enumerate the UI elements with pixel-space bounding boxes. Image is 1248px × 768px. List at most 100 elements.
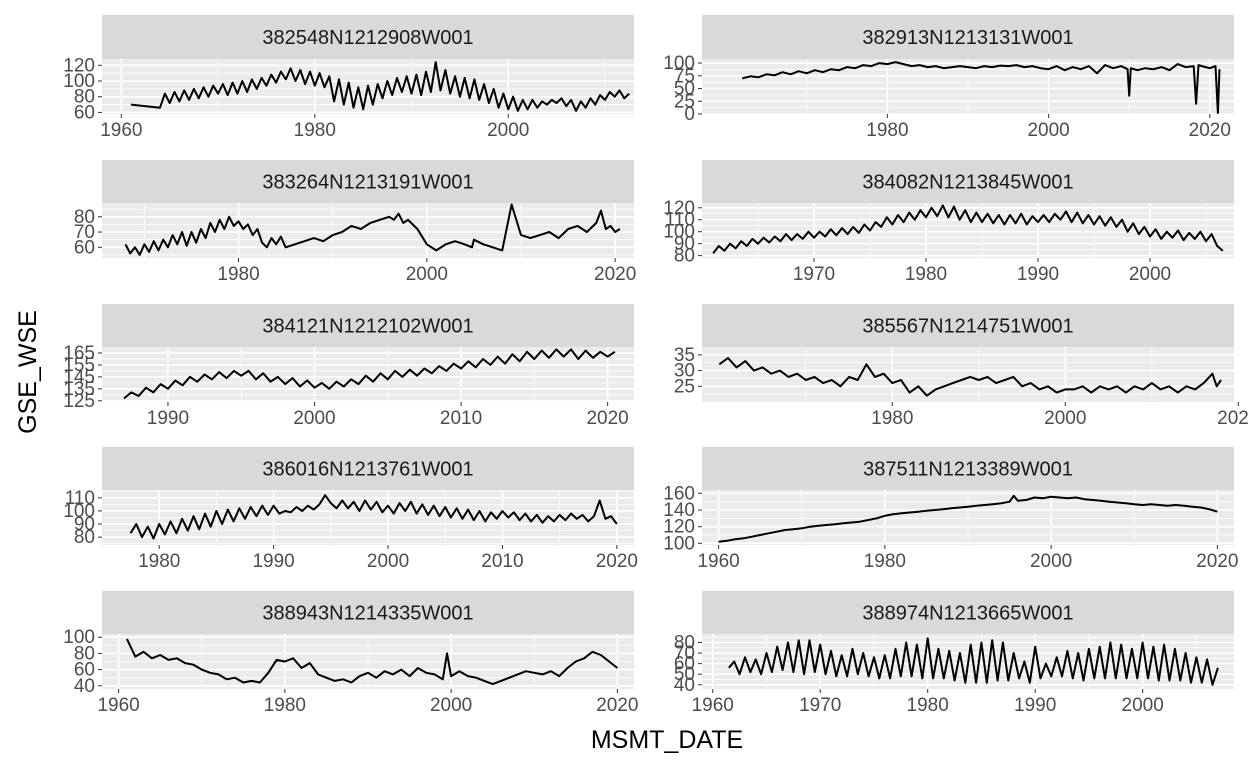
series-line	[123, 348, 616, 400]
y-tick-label: 80	[74, 87, 95, 108]
panel-background	[102, 203, 634, 258]
x-tick-label: 2000	[367, 551, 409, 572]
x-tick-label: 2020	[596, 695, 638, 716]
facet-strip	[102, 591, 634, 634]
x-tick-label: 1990	[252, 551, 294, 572]
y-tick-label: 50	[674, 79, 695, 100]
series-line	[718, 357, 1222, 397]
x-tick-label: 2000	[430, 695, 472, 716]
facet-panel: 386016N1213761W001 1980 1990 2000 2010 2020 80…	[63, 447, 638, 572]
y-tick-label: 160	[663, 483, 695, 504]
y-tick-label: 30	[674, 361, 695, 382]
y-tick-label: 40	[74, 676, 95, 697]
x-tick-label: 1980	[864, 551, 906, 572]
x-tick-label: 1980	[871, 408, 913, 429]
facet-strip-label: 387511N1213389W001	[863, 459, 1073, 481]
facet-strip-label: 382548N1212908W001	[262, 27, 473, 49]
x-tick-label: 1990	[1017, 264, 1059, 285]
x-tick-label: 2000	[1129, 264, 1171, 285]
x-tick-label: 2000	[293, 408, 335, 429]
facet-panel: 388943N1214335W001 1960 1980 2000 2020 406080…	[63, 591, 639, 716]
x-tick-label: 1960	[97, 695, 139, 716]
y-tick-label: 100	[63, 71, 95, 92]
y-tick-label: 40	[674, 675, 695, 696]
x-tick-label: 2010	[440, 408, 482, 429]
y-tick-label: 70	[74, 222, 95, 243]
x-tick-label: 1960	[100, 120, 142, 141]
x-tick-label: 2020	[1189, 120, 1231, 141]
facet-strip-label: 384082N1213845W001	[862, 172, 1073, 194]
facet-strip-label: 384121N1212102W001	[262, 316, 473, 338]
series-line	[712, 204, 1224, 254]
panel-background	[702, 347, 1234, 402]
y-tick-label: 60	[74, 237, 95, 258]
x-tick-label: 2020	[596, 551, 638, 572]
x-tick-label: 1990	[147, 408, 189, 429]
y-tick-label: 60	[74, 102, 95, 123]
y-tick-label: 0	[684, 104, 695, 125]
y-tick-label: 110	[665, 210, 695, 231]
x-tick-label: 2020	[586, 408, 628, 429]
x-tick-label: 1970	[793, 264, 835, 285]
y-tick-label: 100	[63, 627, 95, 648]
y-tick-label: 100	[663, 53, 695, 74]
x-tick-label: 2000	[487, 120, 529, 141]
y-tick-label: 110	[65, 488, 95, 509]
y-tick-label: 35	[674, 345, 695, 366]
series-line	[728, 637, 1219, 686]
facet-strip	[702, 447, 1234, 490]
y-tick-label: 70	[674, 643, 695, 664]
x-tick-label: 1980	[217, 264, 259, 285]
y-tick-label: 155	[63, 355, 95, 376]
y-tick-label: 100	[663, 222, 695, 243]
x-tick-label: 2000	[1044, 408, 1086, 429]
y-tick-label: 90	[674, 234, 695, 255]
y-tick-label: 120	[63, 55, 95, 76]
x-tick-label: 1980	[905, 264, 947, 285]
x-tick-label: 2000	[1122, 695, 1164, 716]
x-tick-label: 2020	[594, 264, 636, 285]
series-line	[130, 61, 630, 112]
y-tick-label: 100	[663, 533, 695, 554]
facet-panel: 384121N1212102W001 1990 2000 2010 2020 125135…	[63, 304, 634, 429]
y-tick-label: 25	[674, 376, 695, 397]
x-tick-label: 1980	[907, 695, 949, 716]
panel-background	[702, 203, 1234, 258]
facet-panel: 388974N1213665W001 1960 1970 1980 1990 2000 40…	[674, 591, 1234, 716]
series-line	[125, 638, 619, 686]
y-tick-label: 80	[674, 632, 695, 653]
x-tick-label: 1980	[866, 120, 908, 141]
y-tick-label: 125	[63, 391, 95, 412]
facet-strip	[102, 304, 634, 347]
series-line	[124, 203, 621, 256]
y-tick-label: 165	[63, 343, 95, 364]
y-tick-label: 60	[74, 660, 95, 681]
facet-strip	[702, 304, 1234, 347]
y-tick-label: 100	[63, 501, 95, 522]
x-tick-label: 2010	[481, 551, 523, 572]
facet-strip-label: 388943N1214335W001	[262, 603, 473, 625]
x-tick-label: 1960	[697, 551, 739, 572]
facet-strip-label: 386016N1213761W001	[262, 459, 473, 481]
y-tick-label: 25	[674, 91, 695, 112]
series-line	[718, 494, 1218, 543]
x-tick-label: 2020	[1217, 408, 1248, 429]
y-tick-label: 75	[674, 66, 695, 87]
panel-background	[102, 347, 634, 402]
facet-panel: 384082N1213845W001 1970 1980 1990 2000 809010…	[663, 160, 1234, 285]
facet-strip-label: 385567N1214751W001	[862, 316, 1073, 338]
x-tick-label: 1990	[1014, 695, 1056, 716]
x-tick-label: 1980	[138, 551, 180, 572]
facet-strip	[702, 591, 1234, 634]
y-tick-label: 90	[74, 514, 95, 535]
y-tick-label: 80	[74, 643, 95, 664]
facet-strip	[102, 447, 634, 490]
facet-strip	[102, 160, 634, 203]
facet-strip-label: 382913N1213131W001	[862, 27, 1073, 49]
x-tick-label: 2000	[1030, 551, 1072, 572]
y-tick-label: 140	[663, 500, 695, 521]
